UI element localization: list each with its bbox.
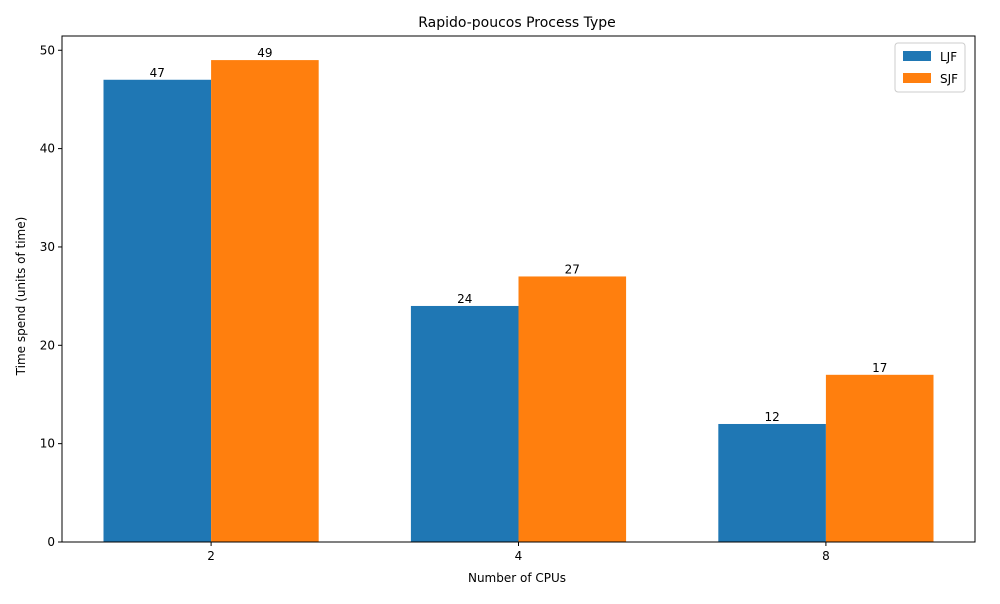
legend-label-sjf: SJF xyxy=(940,72,958,86)
bar-ljf-2 xyxy=(103,79,212,542)
y-tick-label: 20 xyxy=(40,338,55,352)
chart-title: Rapido-poucos Process Type xyxy=(418,15,616,31)
data-label-ljf-8: 12 xyxy=(764,410,779,424)
y-tick-label: 0 xyxy=(47,535,55,549)
data-label-sjf-4: 27 xyxy=(565,262,580,276)
legend-swatch-ljf xyxy=(903,51,931,61)
x-tick-label: 2 xyxy=(207,549,215,563)
legend: LJF SJF xyxy=(894,42,966,93)
bar-sjf-2 xyxy=(211,60,319,542)
legend-swatch-sjf xyxy=(903,73,931,83)
y-tick-label: 30 xyxy=(40,240,55,254)
bar-sjf-4 xyxy=(518,276,627,542)
x-tick-label: 4 xyxy=(515,549,523,563)
bar-ljf-8 xyxy=(718,423,826,542)
y-axis-label: Time spend (units of time) xyxy=(14,217,28,377)
data-label-sjf-8: 17 xyxy=(872,361,887,375)
y-tick-label: 50 xyxy=(40,43,55,57)
data-label-sjf-2: 49 xyxy=(257,46,272,60)
x-tick-label: 8 xyxy=(822,549,830,563)
bar-ljf-4 xyxy=(410,305,519,542)
data-label-ljf-2: 47 xyxy=(150,66,165,80)
data-label-ljf-4: 24 xyxy=(457,292,472,306)
y-tick-label: 10 xyxy=(40,437,55,451)
bar-sjf-8 xyxy=(825,374,934,542)
legend-label-ljf: LJF xyxy=(940,50,957,64)
x-axis-label: Number of CPUs xyxy=(468,571,566,585)
y-tick-label: 40 xyxy=(40,142,55,156)
